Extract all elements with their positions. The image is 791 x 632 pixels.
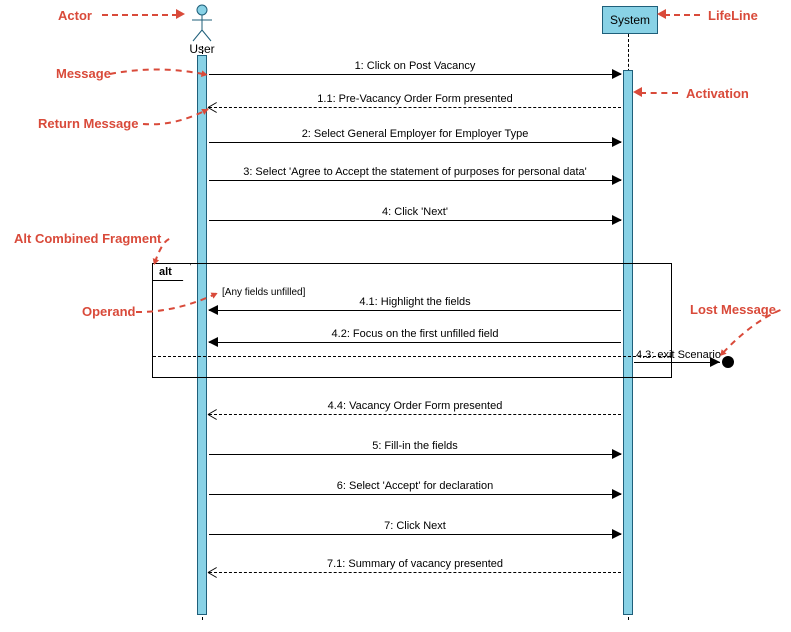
message-line [209, 572, 621, 573]
alt-separator [153, 356, 671, 357]
actor-user: User [188, 4, 216, 56]
message-line [209, 220, 621, 221]
annotation-pointer [102, 14, 178, 16]
message-label: 4.2: Focus on the first unfilled field [209, 328, 621, 340]
annotation-alt-combined-fragment: Alt Combined Fragment [14, 231, 161, 246]
actor-label: User [188, 42, 216, 56]
message-1: 1: Click on Post Vacancy [209, 60, 621, 80]
message-label: 7: Click Next [209, 520, 621, 532]
alt-fragment: alt [152, 263, 672, 378]
annotation-pointer [144, 229, 179, 275]
message-label: 6: Select 'Accept' for declaration [209, 480, 621, 492]
message-arrow [208, 407, 218, 421]
message-line [209, 494, 621, 495]
message-arrow [612, 69, 622, 79]
system-label: System [610, 13, 650, 27]
annotation-arrow [657, 9, 666, 19]
message-arrow [612, 215, 622, 225]
annotation-pointer [664, 14, 700, 16]
message-4: 3: Select 'Agree to Accept the statement… [209, 166, 621, 186]
message-line [209, 342, 621, 343]
message-line [209, 107, 621, 108]
message-label: 2: Select General Employer for Employer … [209, 128, 621, 140]
message-arrow [612, 175, 622, 185]
annotation-arrow [633, 87, 642, 97]
message-arrow [208, 565, 218, 579]
annotation-pointer [640, 92, 678, 94]
annotation-activation: Activation [686, 86, 749, 101]
message-12: 7.1: Summary of vacancy presented [209, 558, 621, 578]
message-label: 4.4: Vacancy Order Form presented [209, 400, 621, 412]
message-8: 4.4: Vacancy Order Form presented [209, 400, 621, 420]
message-label: 4.1: Highlight the fields [209, 296, 621, 308]
annotation-pointer [126, 283, 228, 322]
message-label: 4: Click 'Next' [209, 206, 621, 218]
annotation-pointer [133, 99, 218, 134]
message-label: 3: Select 'Agree to Accept the statement… [209, 166, 621, 178]
message-line [209, 142, 621, 143]
message-7: 4.2: Focus on the first unfilled field [209, 328, 621, 348]
message-label: 5: Fill-in the fields [209, 440, 621, 452]
message-5: 4: Click 'Next' [209, 206, 621, 226]
annotation-arrow [176, 9, 185, 19]
message-line [209, 414, 621, 415]
message-3: 2: Select General Employer for Employer … [209, 128, 621, 148]
annotation-pointer [710, 300, 790, 366]
message-arrow [612, 449, 622, 459]
lost-message-line [634, 362, 720, 363]
message-arrow [612, 137, 622, 147]
message-line [209, 180, 621, 181]
message-label: 1: Click on Post Vacancy [209, 60, 621, 72]
annotation-lifeline: LifeLine [708, 8, 758, 23]
annotation-return-message: Return Message [38, 116, 138, 131]
annotation-pointer [100, 64, 218, 85]
message-line [209, 310, 621, 311]
message-label: 7.1: Summary of vacancy presented [209, 558, 621, 570]
message-10: 6: Select 'Accept' for declaration [209, 480, 621, 500]
message-line [209, 534, 621, 535]
lost-message-label: 4.3: exit Scenario [636, 349, 721, 361]
message-arrow [208, 337, 218, 347]
message-line [209, 74, 621, 75]
message-9: 5: Fill-in the fields [209, 440, 621, 460]
message-line [209, 454, 621, 455]
message-2: 1.1: Pre-Vacancy Order Form presented [209, 93, 621, 113]
message-arrow [612, 529, 622, 539]
annotation-actor: Actor [58, 8, 92, 23]
message-arrow [612, 489, 622, 499]
lifeline-head-system: System [602, 6, 658, 34]
message-6: 4.1: Highlight the fields [209, 296, 621, 316]
message-11: 7: Click Next [209, 520, 621, 540]
message-label: 1.1: Pre-Vacancy Order Form presented [209, 93, 621, 105]
